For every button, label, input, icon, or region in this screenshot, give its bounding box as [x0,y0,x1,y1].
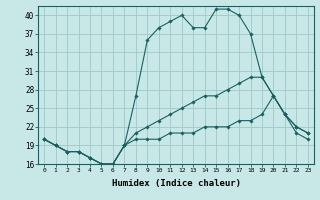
X-axis label: Humidex (Indice chaleur): Humidex (Indice chaleur) [111,179,241,188]
